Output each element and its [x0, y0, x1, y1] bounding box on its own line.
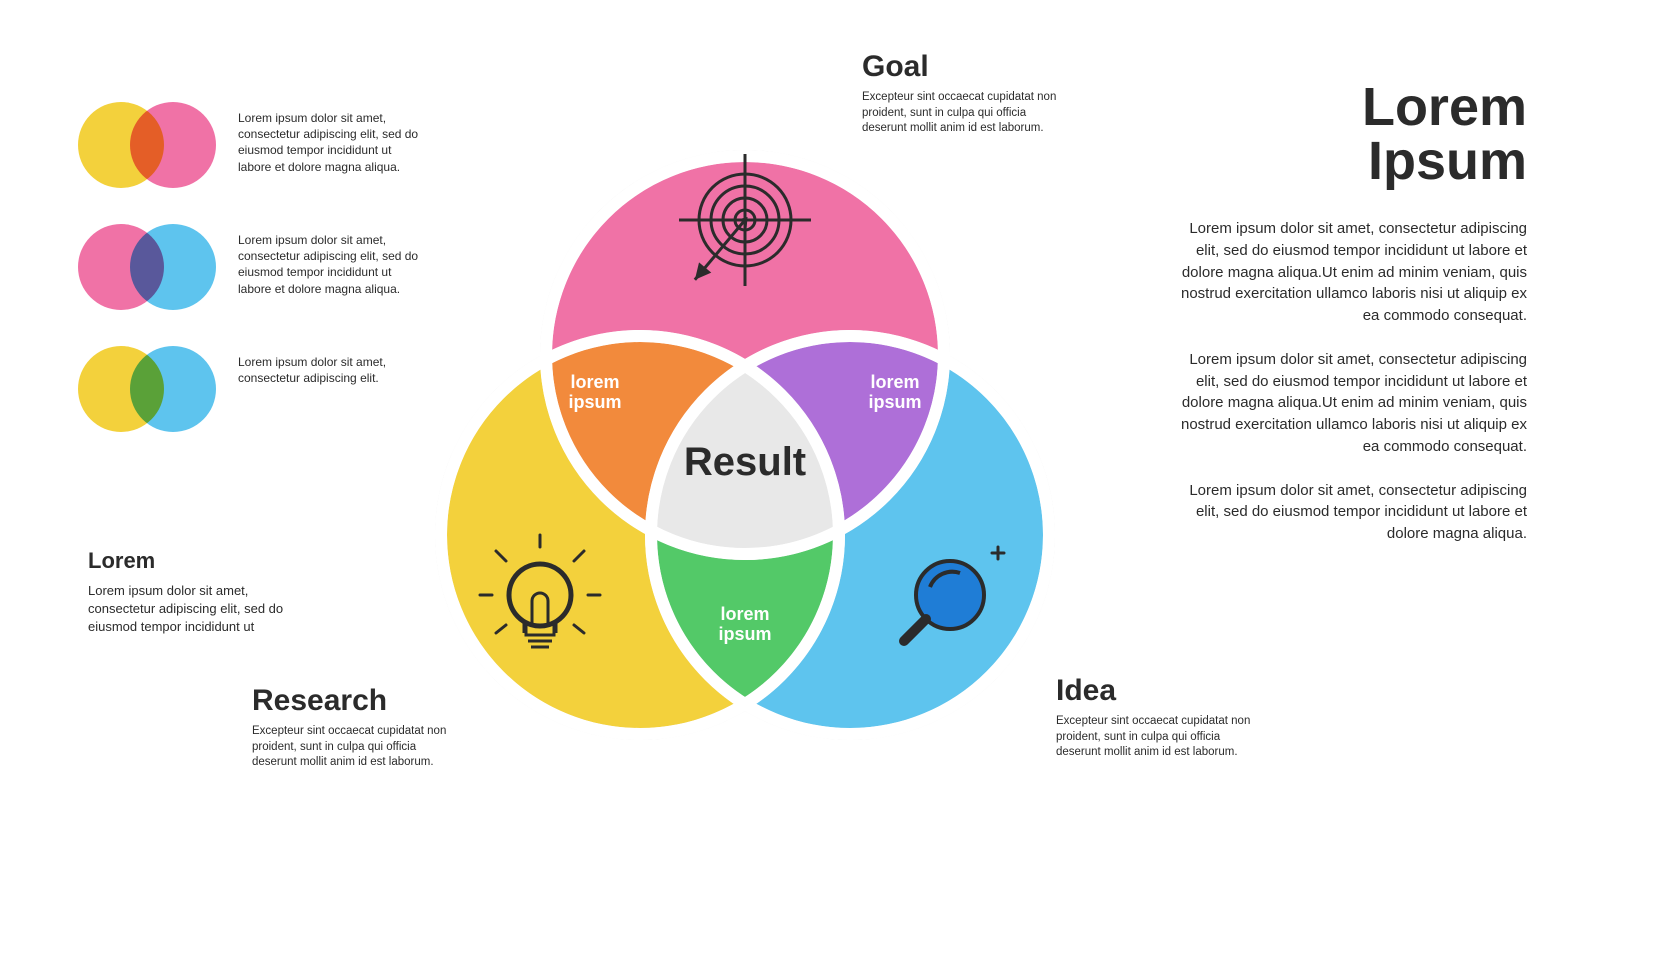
overlap-label-tl-1: lorem	[570, 372, 619, 392]
legend-circle-right	[130, 224, 216, 310]
right-column: Lorem Ipsum Lorem ipsum dolor sit amet, …	[1177, 80, 1527, 567]
right-para-2: Lorem ipsum dolor sit amet, consectetur …	[1177, 349, 1527, 458]
overlap-label-tr-2: ipsum	[868, 392, 921, 412]
legend-venn-2	[78, 222, 218, 312]
legend-circle-right	[130, 102, 216, 188]
legend-venn-1	[78, 100, 218, 190]
right-para-1: Lorem ipsum dolor sit amet, consectetur …	[1177, 218, 1527, 327]
legend-venn-3	[78, 344, 218, 434]
center-label: Result	[684, 440, 806, 484]
venn-diagram: Result lorem ipsum lorem ipsum lorem ips…	[410, 120, 1080, 790]
lower-left-block: Lorem Lorem ipsum dolor sit amet, consec…	[88, 548, 318, 637]
legend-circle-right	[130, 346, 216, 432]
overlap-label-tr-1: lorem	[870, 372, 919, 392]
overlap-label-lr-2: ipsum	[718, 624, 771, 644]
right-heading-line2: Ipsum	[1368, 131, 1527, 191]
lower-left-title: Lorem	[88, 548, 318, 574]
right-para-3: Lorem ipsum dolor sit amet, consectetur …	[1177, 480, 1527, 545]
right-heading: Lorem Ipsum	[1177, 80, 1527, 188]
overlap-label-tl-2: ipsum	[568, 392, 621, 412]
overlap-label-lr-1: lorem	[720, 604, 769, 624]
lower-left-body: Lorem ipsum dolor sit amet, consectetur …	[88, 582, 318, 637]
right-heading-line1: Lorem	[1362, 77, 1527, 137]
